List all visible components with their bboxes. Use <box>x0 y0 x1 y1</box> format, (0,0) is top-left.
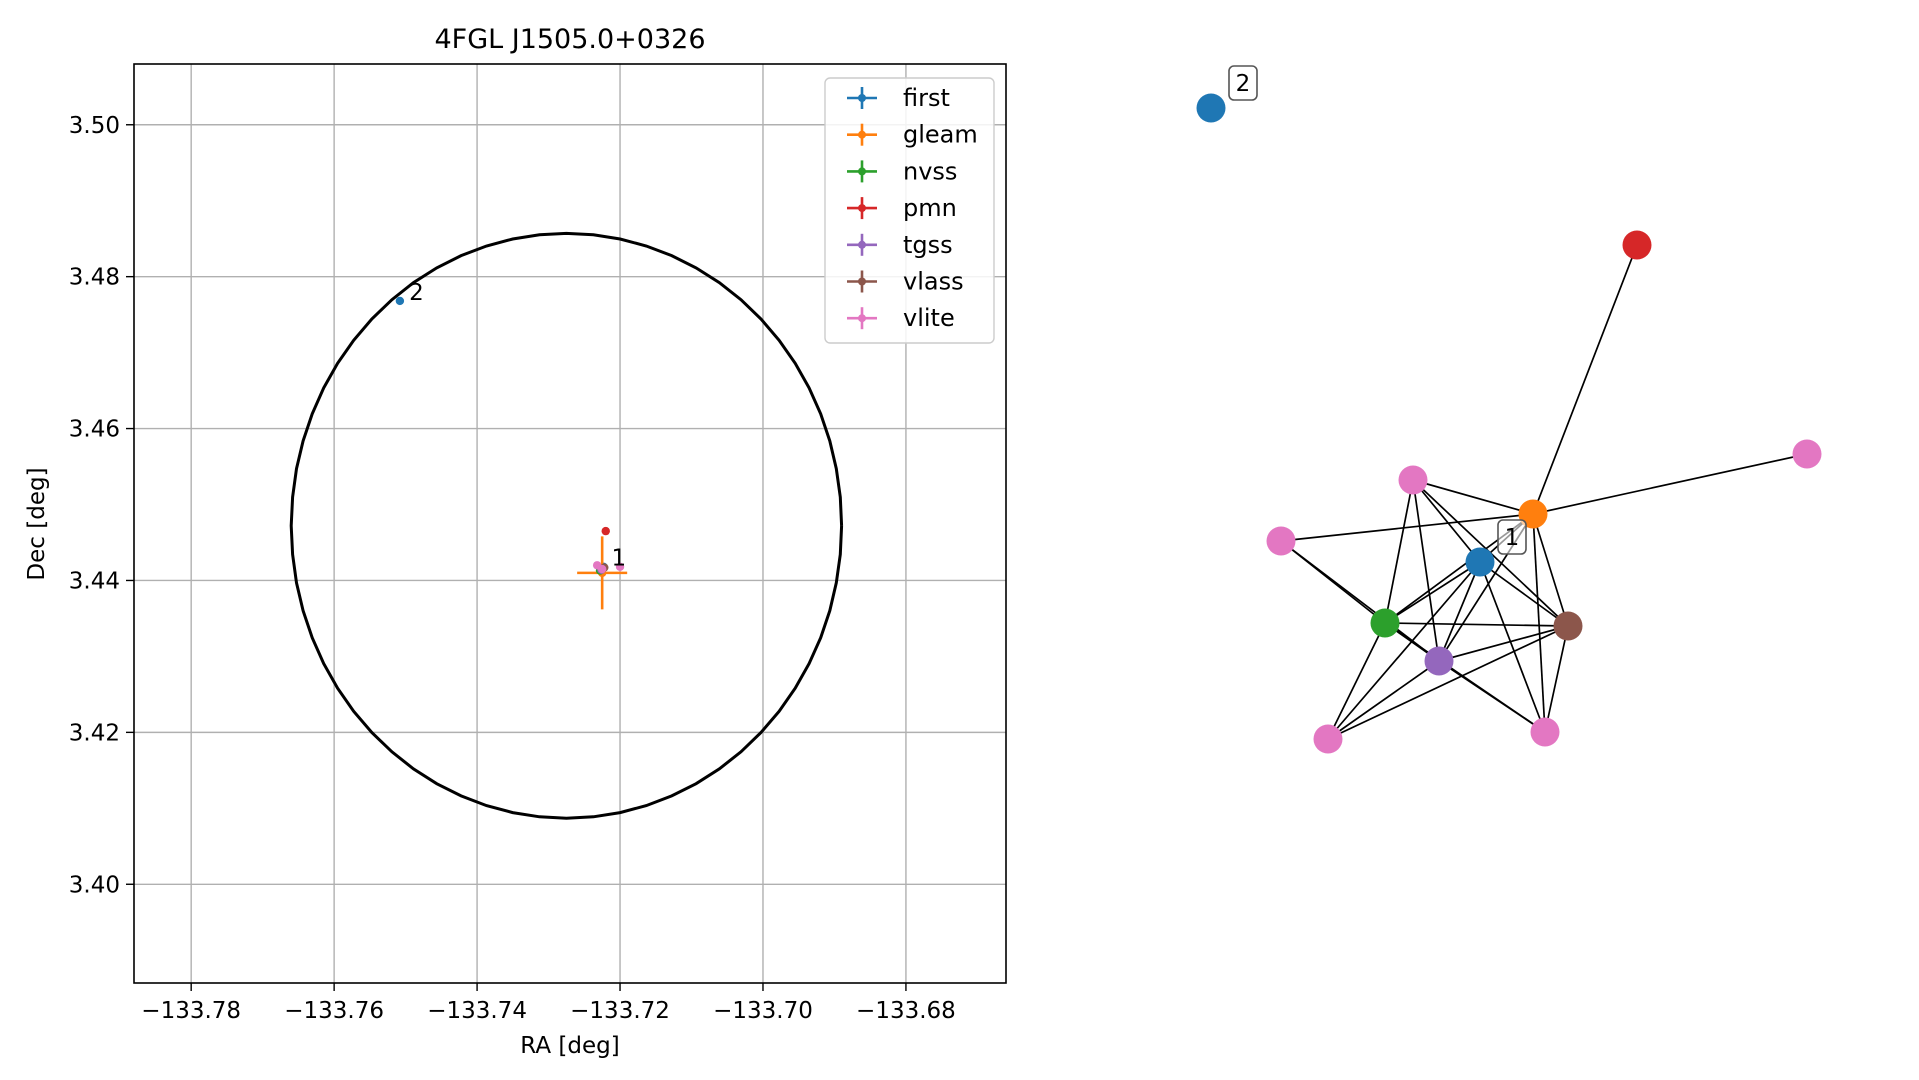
network-edge <box>1532 513 1569 627</box>
network-edge <box>1479 561 1569 627</box>
legend-label: first <box>903 84 950 112</box>
y-tick-label: 3.46 <box>69 417 120 443</box>
legend-marker-dot <box>858 94 866 102</box>
network-edge <box>1532 513 1546 733</box>
point-marker <box>597 564 607 574</box>
x-tick-label: −133.70 <box>713 998 813 1024</box>
network-node-nvss <box>1370 608 1400 638</box>
point-marker <box>601 526 610 536</box>
node-label-box <box>1497 519 1527 555</box>
network-node-vlass <box>1553 611 1583 641</box>
point-annotation: 2 <box>409 280 424 306</box>
node-label-text: 2 <box>1236 71 1251 97</box>
legend-marker-dot <box>858 130 866 139</box>
network-edge <box>1438 660 1546 733</box>
network-edge <box>1327 622 1386 740</box>
point-marker <box>615 562 625 571</box>
network-edge <box>1532 453 1808 515</box>
network-edge <box>1384 622 1569 627</box>
axes-frame <box>133 63 1007 984</box>
network-edge <box>1412 479 1534 515</box>
y-tick-label: 3.40 <box>69 872 120 898</box>
network-node-first <box>1196 93 1226 123</box>
legend-entry-tgss: tgss <box>847 231 953 259</box>
network-edge <box>1479 561 1546 733</box>
y-tick-label: 3.48 <box>69 265 120 291</box>
network-edge <box>1544 625 1569 733</box>
network-edge <box>1384 479 1414 624</box>
y-axis-label: Dec [deg] <box>24 467 50 580</box>
network-edge <box>1327 561 1481 740</box>
legend: first gleam nvss pmn tgss vlass vlite <box>824 77 995 344</box>
legend-marker-dot <box>858 204 866 213</box>
legend-label: pmn <box>903 194 957 222</box>
data-point-first <box>395 296 405 306</box>
node-label-box <box>1228 65 1258 101</box>
legend-label: vlite <box>903 304 955 332</box>
x-tick-label: −133.74 <box>427 998 527 1024</box>
network-edge <box>1327 625 1569 740</box>
y-tick-label: 3.42 <box>69 720 120 746</box>
legend-marker-dot <box>858 167 866 176</box>
uncertainty-circle <box>289 231 844 820</box>
point-annotation: 1 <box>611 546 626 572</box>
chart-title: 4FGL J1505.0+0326 <box>434 24 705 55</box>
legend-entry-vlite: vlite <box>847 304 955 332</box>
network-edge <box>1327 660 1440 740</box>
network-node-vlite <box>1266 526 1296 556</box>
legend-marker-dot <box>858 277 866 286</box>
legend-label: nvss <box>903 157 957 185</box>
network-edge <box>1280 513 1534 542</box>
legend-entry-pmn: pmn <box>847 194 957 222</box>
legend-label: vlass <box>903 268 964 296</box>
network-node-vlite <box>1792 439 1822 469</box>
network-node-vlite <box>1398 465 1428 495</box>
legend-label: gleam <box>903 121 978 149</box>
network-edge <box>1412 479 1440 662</box>
annotations-layer: 12 <box>409 280 626 572</box>
data-point-vlite <box>597 564 607 574</box>
legend-label: tgss <box>903 231 953 259</box>
uncertainty-circle-layer <box>289 231 844 820</box>
data-point-vlite <box>615 562 625 571</box>
network-nodes <box>1196 93 1822 754</box>
legend-box <box>824 77 995 344</box>
points-layer <box>395 296 628 610</box>
point-marker <box>395 296 405 306</box>
network-edge <box>1384 561 1481 624</box>
network-node-pmn <box>1622 230 1652 260</box>
network-node-tgss <box>1424 646 1454 676</box>
network-edge <box>1438 625 1569 662</box>
network-node-vlite <box>1313 724 1343 754</box>
x-axis-label: RA [deg] <box>520 1033 619 1059</box>
x-tick-label: −133.72 <box>570 998 670 1024</box>
network-panel: 21 <box>1196 65 1822 754</box>
network-edge <box>1532 244 1638 515</box>
node-label-text: 1 <box>1505 525 1520 551</box>
y-axis-ticks: 3.40 3.42 3.44 3.46 3.48 3.50 <box>69 113 134 898</box>
x-axis-ticks: −133.78 −133.76 −133.74 −133.72 −133.70 −133.… <box>141 983 956 1024</box>
network-edge <box>1412 479 1481 563</box>
x-tick-label: −133.78 <box>141 998 241 1024</box>
network-edge <box>1438 561 1481 662</box>
legend-entry-gleam: gleam <box>847 121 978 149</box>
x-tick-label: −133.76 <box>284 998 384 1024</box>
network-node-vlite <box>1530 717 1560 747</box>
network-node-gleam <box>1518 499 1548 529</box>
y-tick-label: 3.44 <box>69 568 120 594</box>
y-tick-label: 3.50 <box>69 113 120 139</box>
data-point-pmn <box>601 526 610 536</box>
network-node-label: 2 <box>1228 65 1258 101</box>
legend-marker-dot <box>858 314 866 323</box>
network-node-labels: 21 <box>1228 65 1527 555</box>
legend-entry-vlass: vlass <box>847 268 964 296</box>
legend-marker-dot <box>858 240 866 249</box>
network-node-label: 1 <box>1497 519 1527 555</box>
network-node-first <box>1465 547 1495 577</box>
legend-entry-first: first <box>847 84 950 112</box>
x-tick-label: −133.68 <box>856 998 956 1024</box>
legend-entry-nvss: nvss <box>847 157 957 185</box>
